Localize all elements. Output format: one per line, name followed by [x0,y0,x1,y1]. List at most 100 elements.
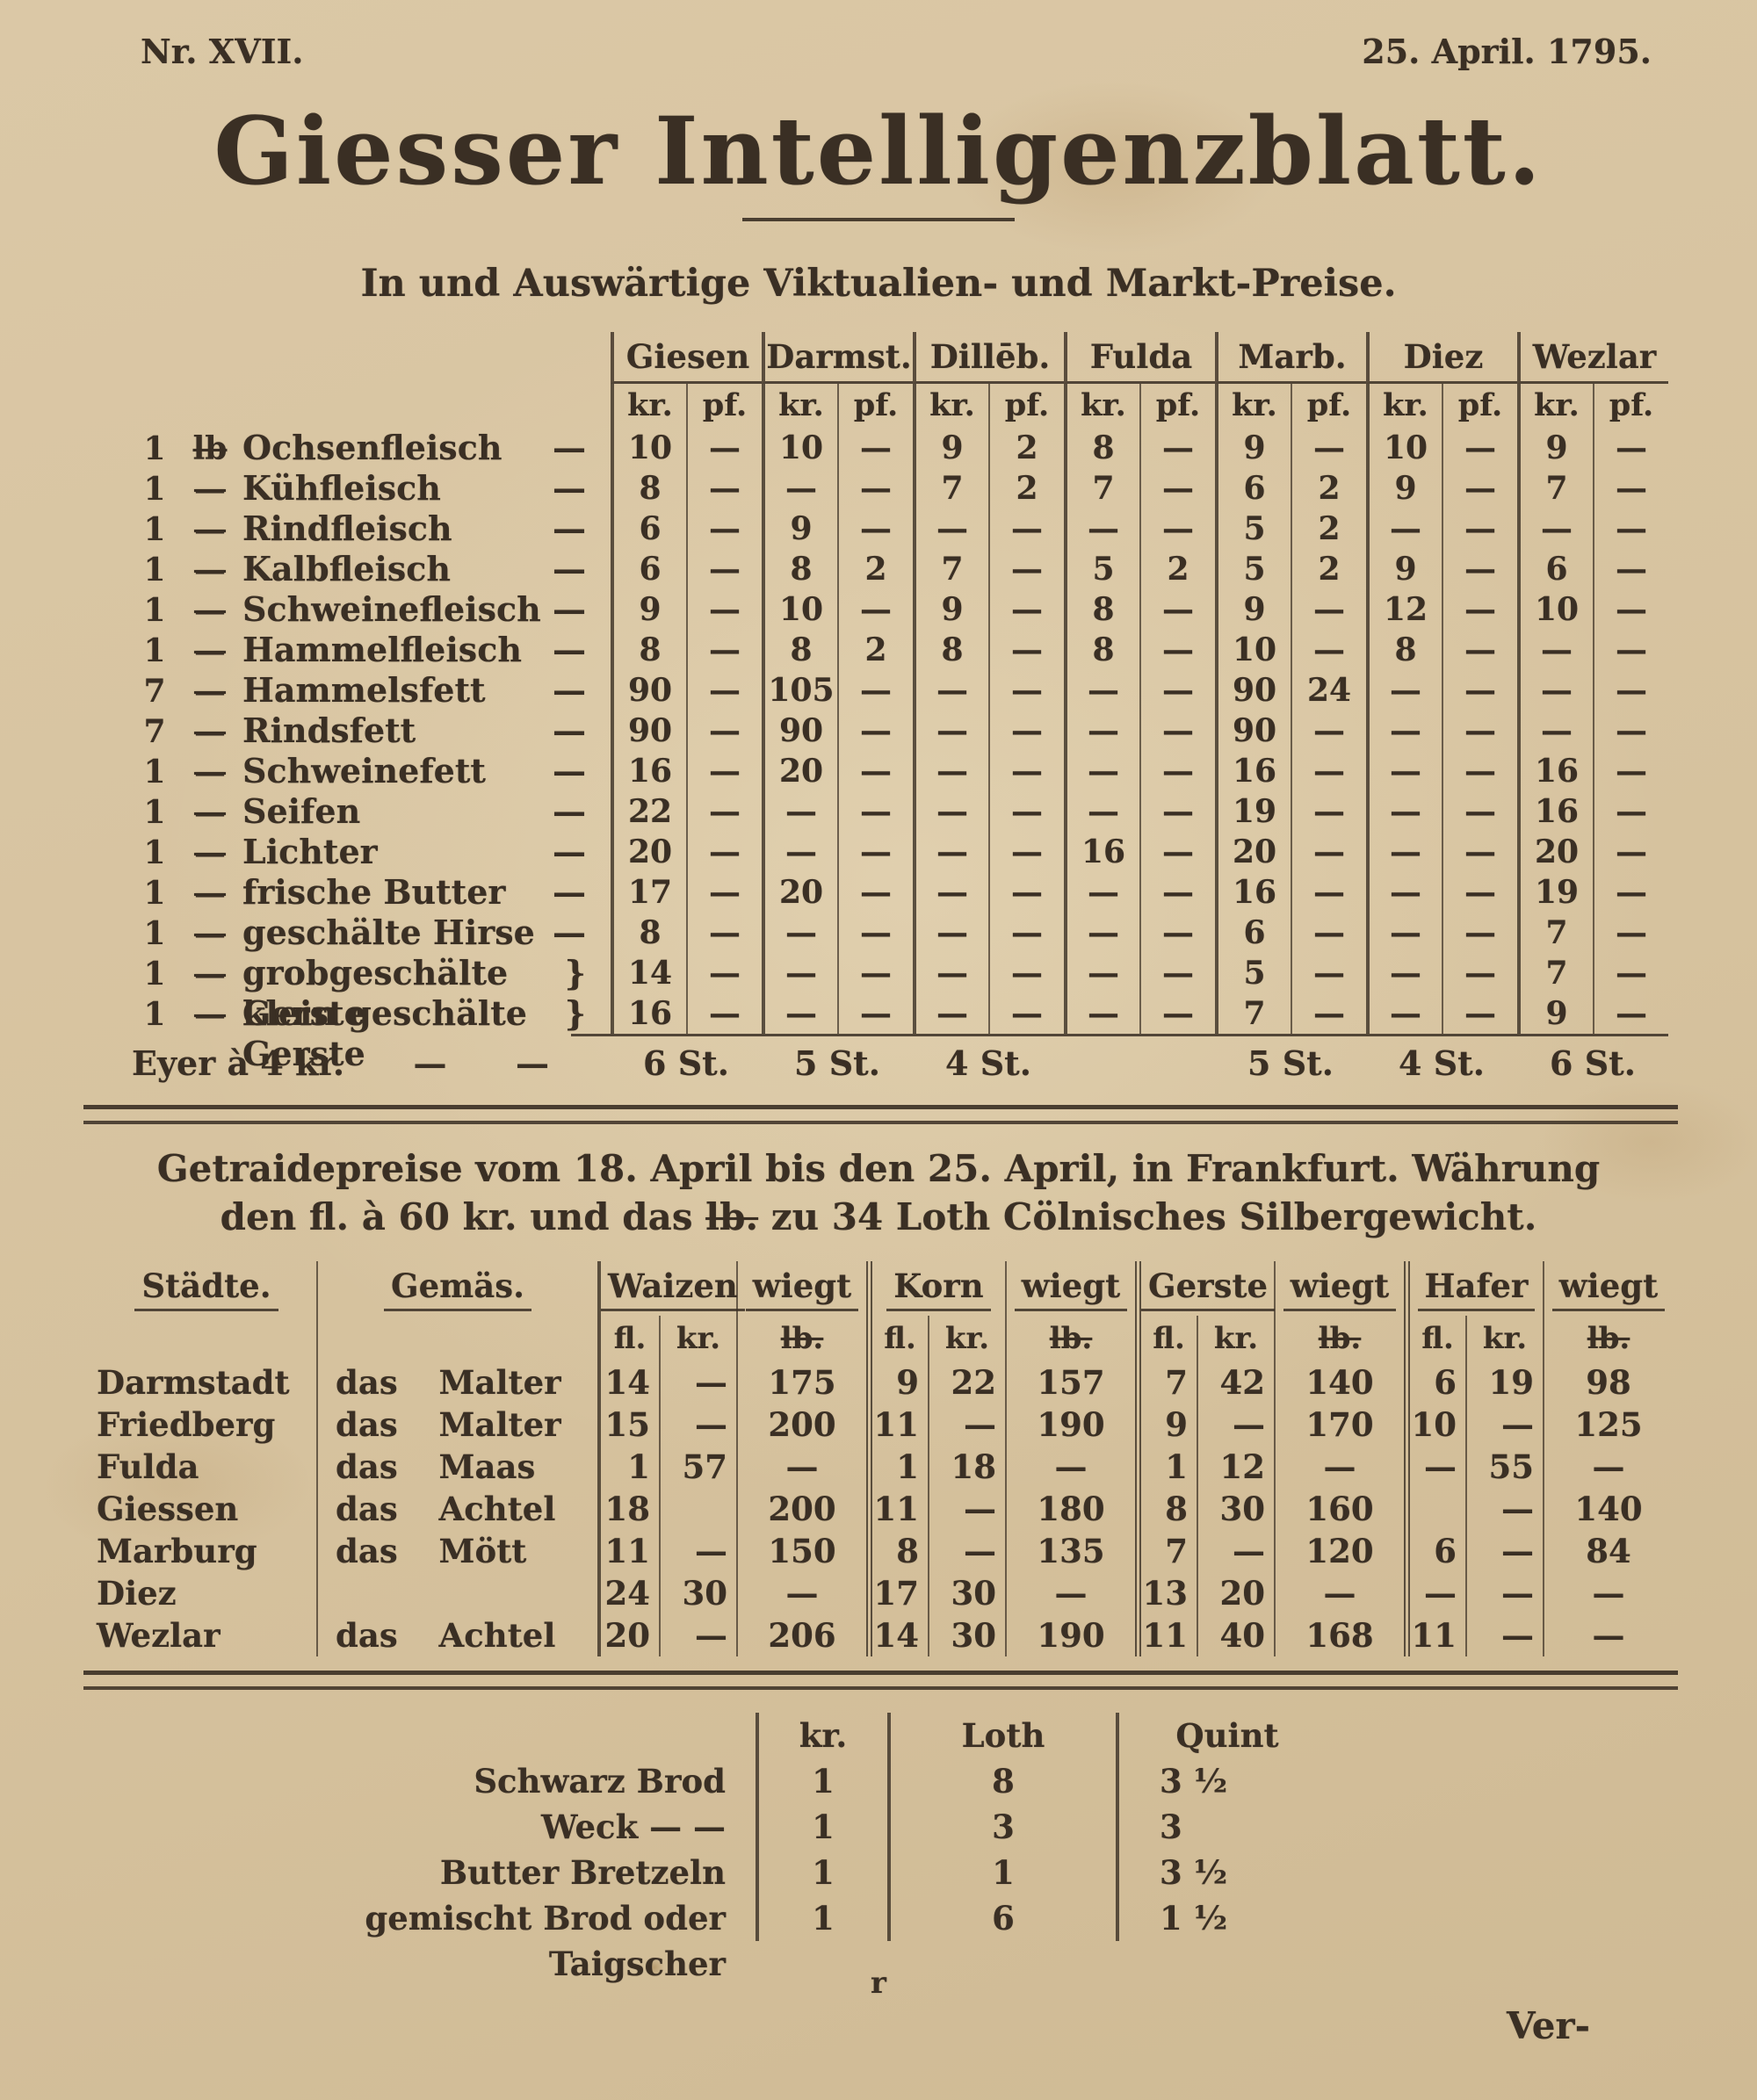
price-kr-cell: 10 [1517,589,1593,631]
grain-fl-cell: 11 [866,1487,928,1530]
city-header: Darmst. [762,332,913,385]
price-pf-cell: — [1593,670,1668,711]
price-pf-cell: — [1593,468,1668,509]
grain-fl-cell: 11 [597,1529,659,1572]
grain-wiegt-cell: 190 [1005,1403,1135,1446]
price-pf-cell: — [1442,630,1517,671]
product-unit: — [194,875,226,913]
product-row: 1 — Kalbfleisch — 6 — 8 2 7 — 5 2 5 2 9 … [132,549,1668,590]
product-row: 7 — Rindsfett — 90 — 90 — — — — — 90 — —… [132,711,1668,752]
price-pf-cell: — [1291,913,1366,954]
price-kr-cell: 8 [762,549,837,590]
price-pf-cell: — [686,791,762,833]
bread-name: gemischt Brod oder Taigscher [365,1898,726,1983]
grain-row-city: Friedberg [97,1404,276,1444]
price-kr-cell: 6 [611,509,686,550]
grain-heading-line2-text: zu 34 Loth Cölnisches Silbergewicht. [758,1194,1537,1238]
price-pf-cell: — [1139,913,1215,954]
kr-subheader: kr. [1197,1315,1274,1361]
grain-wiegt-cell: 200 [736,1403,866,1446]
measure-column-header: Gemäs. [316,1260,597,1316]
cities-column-header: Städte. [97,1261,316,1316]
grain-row-measure: das Maas [316,1445,597,1488]
price-kr-cell: 8 [611,468,686,509]
grain-fl-cell: 10 [1404,1403,1465,1446]
price-kr-cell: 5 [1215,953,1291,994]
price-pf-cell: — [1139,589,1215,631]
product-quantity: 1 [143,915,166,953]
grain-header-waizen: Waizen [597,1260,745,1316]
price-kr-cell: 19 [1215,791,1291,833]
price-kr-cell: 10 [762,428,837,469]
product-name: Hammelsfett [242,670,486,711]
grain-wiegt-cell: 157 [1005,1360,1135,1404]
price-kr-cell: 8 [1064,428,1139,469]
unit-header: pf. [837,384,913,429]
eggs-label-dash: — [413,1043,447,1084]
product-unit: — [194,632,226,670]
price-pf-cell: — [1139,670,1215,711]
price-pf-cell: — [686,913,762,954]
price-pf-cell: — [837,791,913,833]
price-kr-cell: 9 [1366,549,1442,590]
price-kr-cell: — [1366,993,1442,1035]
product-label-dash: — [553,670,586,711]
price-pf-cell: — [1593,428,1668,469]
grain-wiegt-cell: — [736,1571,866,1614]
price-kr-cell: — [913,670,988,711]
product-unit: — [194,592,226,630]
product-label-dash: — [553,791,586,832]
price-pf-cell: — [837,589,913,631]
product-label: 7 — Hammelsfett — [132,670,611,711]
eggs-count-cell: 4 St. [1399,1043,1485,1084]
price-pf-cell: — [1442,589,1517,631]
price-pf-cell: — [837,670,913,711]
bread-table: kr. Loth Quint Schwarz Brod 1 8 3 ½ Weck… [228,1712,1335,1983]
product-unit: — [194,471,226,509]
price-pf-cell: — [1593,832,1668,873]
product-label: 1 — Seifen — [132,791,611,832]
price-pf-cell: — [686,509,762,550]
price-kr-cell: 20 [1215,832,1291,873]
price-kr-cell: — [762,953,837,994]
grain-wiegt-cell: 120 [1274,1529,1404,1572]
product-name: Schweinefett [242,751,486,791]
price-kr-cell: 16 [1064,832,1139,873]
product-label-dash: — [553,428,586,468]
price-kr-cell: — [1064,751,1139,792]
bread-row: Butter Bretzeln 1 1 3 ½ [228,1849,1335,1895]
price-pf-cell: — [686,751,762,792]
wiegt-header: wiegt [1274,1260,1404,1316]
price-pf-cell: — [1291,953,1366,994]
unit-header: kr. [762,384,837,429]
product-quantity: 7 [143,713,166,751]
bread-row: gemischt Brod oder Taigscher 1 6 1 ½ [228,1894,1335,1983]
eggs-count-cell [1064,1036,1215,1091]
price-kr-cell: 8 [1064,589,1139,631]
product-quantity: 1 [143,794,166,832]
price-pf-cell: — [686,872,762,913]
price-kr-cell: 7 [913,468,988,509]
grain-row: Darmstadt das Malter 14 — 175 9 22 157 7… [97,1360,1673,1404]
grain-kr-cell: 55 [1465,1445,1543,1488]
price-kr-cell: 6 [1215,468,1291,509]
kr-header: kr. [756,1712,887,1758]
product-row: 1 lb Ochsenfleisch — 10 — 10 — 9 2 8 — 9… [132,428,1668,469]
product-name: Kühfleisch [242,468,441,509]
unit-header: pf. [1291,384,1366,429]
price-kr-cell: 20 [762,872,837,913]
price-pf-cell: — [1291,589,1366,631]
city-header: Wezlar [1517,332,1668,385]
grain-kr-cell: 18 [928,1445,1005,1488]
price-pf-cell: — [1442,711,1517,752]
grain-kr-cell: — [659,1360,736,1404]
city-header: Dillēb. [913,332,1064,385]
price-pf-cell: — [1139,468,1215,509]
bread-loth-cell: 1 [887,1849,1116,1895]
price-pf-cell: — [837,509,913,550]
bread-kr-cell: 1 [756,1849,887,1895]
product-label: 1 — klein geschälte Gerste } [132,993,611,1073]
signature-mark: r [871,1965,886,2001]
price-kr-cell: — [913,913,988,954]
